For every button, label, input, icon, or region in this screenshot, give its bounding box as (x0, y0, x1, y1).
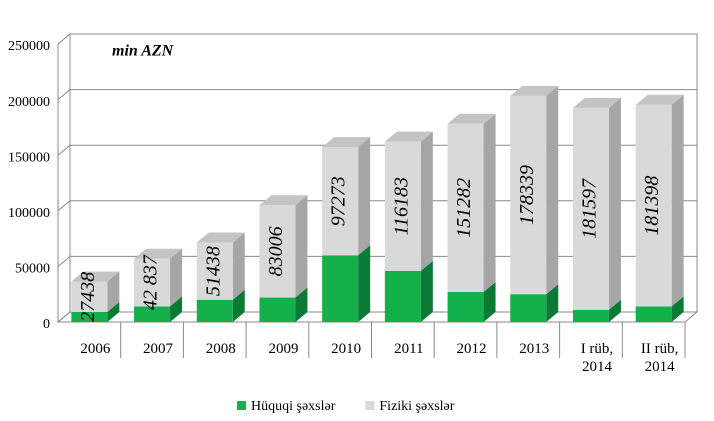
bar-side (546, 284, 559, 322)
x-tick-label: 2009 (268, 341, 299, 357)
bar-top (134, 248, 183, 259)
x-tick-label: II rüb, 2014 (640, 341, 679, 375)
bar-side (295, 195, 308, 298)
bar (447, 291, 484, 322)
bar (196, 299, 233, 322)
bar-side (671, 94, 684, 307)
bar (134, 306, 171, 322)
y-tick-label: 150000 (8, 150, 50, 165)
bar-side (608, 299, 621, 322)
bar (510, 294, 547, 322)
value-label: 97273 (328, 176, 350, 226)
bar-top (572, 97, 621, 108)
bar (447, 123, 484, 292)
bar (572, 309, 609, 322)
bar (259, 297, 296, 322)
x-tick-label: 2006 (80, 341, 111, 357)
value-label: 27438 (77, 272, 99, 322)
bar-top (447, 113, 496, 124)
legend-label: Fiziki şəxslər (379, 399, 454, 414)
x-tick-label: 2012 (456, 341, 487, 357)
bar-top (322, 137, 371, 148)
grid-diag (57, 33, 71, 45)
bar-side (483, 281, 496, 322)
grid-diag (57, 311, 71, 323)
value-label: 42 837 (140, 254, 162, 310)
bar (71, 281, 108, 312)
bar-side (420, 131, 433, 271)
value-label: 178339 (516, 165, 538, 225)
value-label: 181398 (641, 176, 663, 236)
bar (572, 107, 609, 310)
legend-swatch (365, 401, 375, 410)
bar-top (510, 85, 559, 96)
y-tick-label: 200000 (8, 95, 50, 110)
legend-swatch (237, 401, 246, 410)
bar-side (295, 287, 308, 322)
x-tick-label: I rüb, 2014 (580, 341, 614, 375)
bar (510, 95, 547, 295)
bar-side (671, 296, 684, 322)
grid-diag (57, 89, 71, 100)
bar (384, 270, 421, 322)
bar-side (170, 296, 183, 322)
bar-side (358, 245, 371, 322)
bar-side (546, 85, 559, 295)
x-tick-label: 2011 (394, 341, 424, 357)
bar-side (232, 289, 245, 322)
bar-side (107, 271, 120, 312)
bar-top (196, 232, 245, 243)
bar-side (608, 97, 621, 310)
grid-diag (57, 144, 71, 156)
bar-side (107, 301, 120, 322)
bar-top (384, 131, 433, 142)
grid-diag (57, 256, 71, 267)
bar-side (232, 232, 245, 300)
x-tick-label: 2013 (519, 341, 550, 357)
bar-side (358, 137, 371, 256)
bar (635, 306, 672, 322)
bar-side (483, 113, 496, 292)
bar (635, 104, 672, 307)
y-tick-label: 50000 (15, 262, 50, 277)
grid-diag (57, 200, 71, 212)
bar (322, 255, 359, 322)
legend-label: Hüquqi şəxslər (251, 399, 336, 414)
bar (196, 242, 233, 300)
value-label: 181597 (579, 178, 601, 239)
x-tick-label: 2007 (143, 341, 174, 357)
bar-top (71, 271, 120, 282)
unit-annotation: min AZN (112, 43, 175, 60)
value-label: 51438 (202, 246, 224, 296)
bar (134, 258, 171, 307)
bar-side (170, 248, 183, 307)
bar (259, 205, 296, 298)
y-tick-label: 0 (43, 317, 50, 332)
value-label: 151282 (453, 178, 475, 238)
x-tick-label: 2010 (331, 341, 362, 357)
bar-top (259, 195, 308, 206)
value-label: 83006 (265, 226, 287, 276)
y-tick-label: 100000 (8, 206, 50, 221)
bar (71, 311, 108, 322)
bar-top (635, 94, 684, 105)
bar-side (420, 260, 433, 322)
bar (322, 147, 359, 256)
value-label: 116183 (390, 177, 412, 236)
y-tick-label: 250000 (8, 39, 50, 54)
bar (384, 141, 421, 271)
x-tick-label: 2008 (205, 341, 236, 357)
